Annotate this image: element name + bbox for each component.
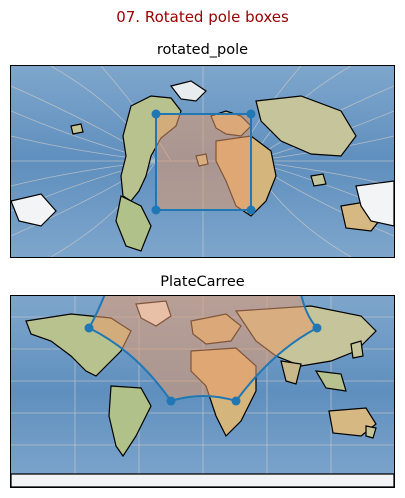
map-rotated-pole xyxy=(10,65,395,258)
platecarree-box xyxy=(84,296,322,406)
box-region xyxy=(155,113,252,211)
box-corner-south-west xyxy=(166,396,176,406)
box-corner-bottom-right xyxy=(246,205,256,215)
map-platecarree xyxy=(10,295,395,488)
panel-title-rotated-pole: rotated_pole xyxy=(156,42,249,58)
box-corner-top-left xyxy=(151,109,161,119)
box-corner-west xyxy=(84,323,94,333)
box-corner-south-east xyxy=(231,396,241,406)
figure-title: 07. Rotated pole boxes xyxy=(116,8,289,26)
box-corner-east xyxy=(312,323,322,333)
rotated-pole-svg xyxy=(11,66,394,257)
box-corner-top-right xyxy=(246,109,256,119)
box-corner-bottom-left xyxy=(151,205,161,215)
panel-title-platecarree: PlateCarree xyxy=(160,274,245,290)
platecarree-svg xyxy=(11,296,394,487)
rotated-box xyxy=(151,109,256,215)
